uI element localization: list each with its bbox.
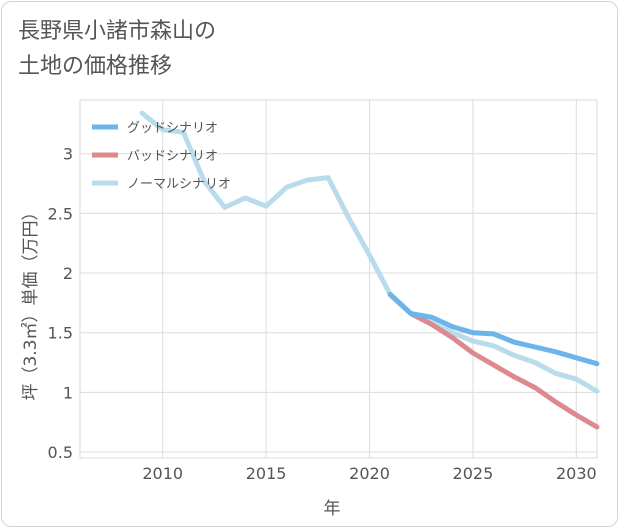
chart-title: 長野県小諸市森山の 土地の価格推移 bbox=[18, 19, 217, 79]
x-tick-label: 2025 bbox=[453, 464, 494, 483]
series-lines bbox=[139, 110, 600, 430]
tick-labels: 2010 2015 2020 2025 2030 0.5 1 1.5 2 2.5 3 bbox=[48, 145, 597, 483]
series-line-2 bbox=[139, 110, 600, 394]
x-tick-label: 2020 bbox=[349, 464, 390, 483]
x-tick-label: 2015 bbox=[246, 464, 287, 483]
series-line-0 bbox=[387, 292, 600, 367]
y-axis-title: 坪（3.3㎡）単価（万円） bbox=[21, 203, 41, 400]
legend-label: バッドシナリオ bbox=[127, 149, 218, 164]
y-tick-label: 3 bbox=[63, 145, 73, 164]
grid-lines bbox=[79, 99, 598, 459]
series-line-1 bbox=[387, 292, 600, 430]
legend-label: グッドシナリオ bbox=[127, 121, 218, 136]
y-tick-label: 2 bbox=[63, 264, 73, 283]
y-tick-label: 1.5 bbox=[48, 324, 73, 343]
x-axis-title: 年 bbox=[324, 499, 341, 519]
x-tick-label: 2030 bbox=[556, 464, 597, 483]
legend-label: ノーマルシナリオ bbox=[127, 177, 231, 192]
y-tick-label: 1 bbox=[63, 383, 73, 402]
plot-area bbox=[79, 99, 598, 459]
y-tick-label: 2.5 bbox=[48, 204, 73, 223]
y-tick-label: 0.5 bbox=[48, 443, 73, 462]
x-tick-label: 2010 bbox=[142, 464, 183, 483]
